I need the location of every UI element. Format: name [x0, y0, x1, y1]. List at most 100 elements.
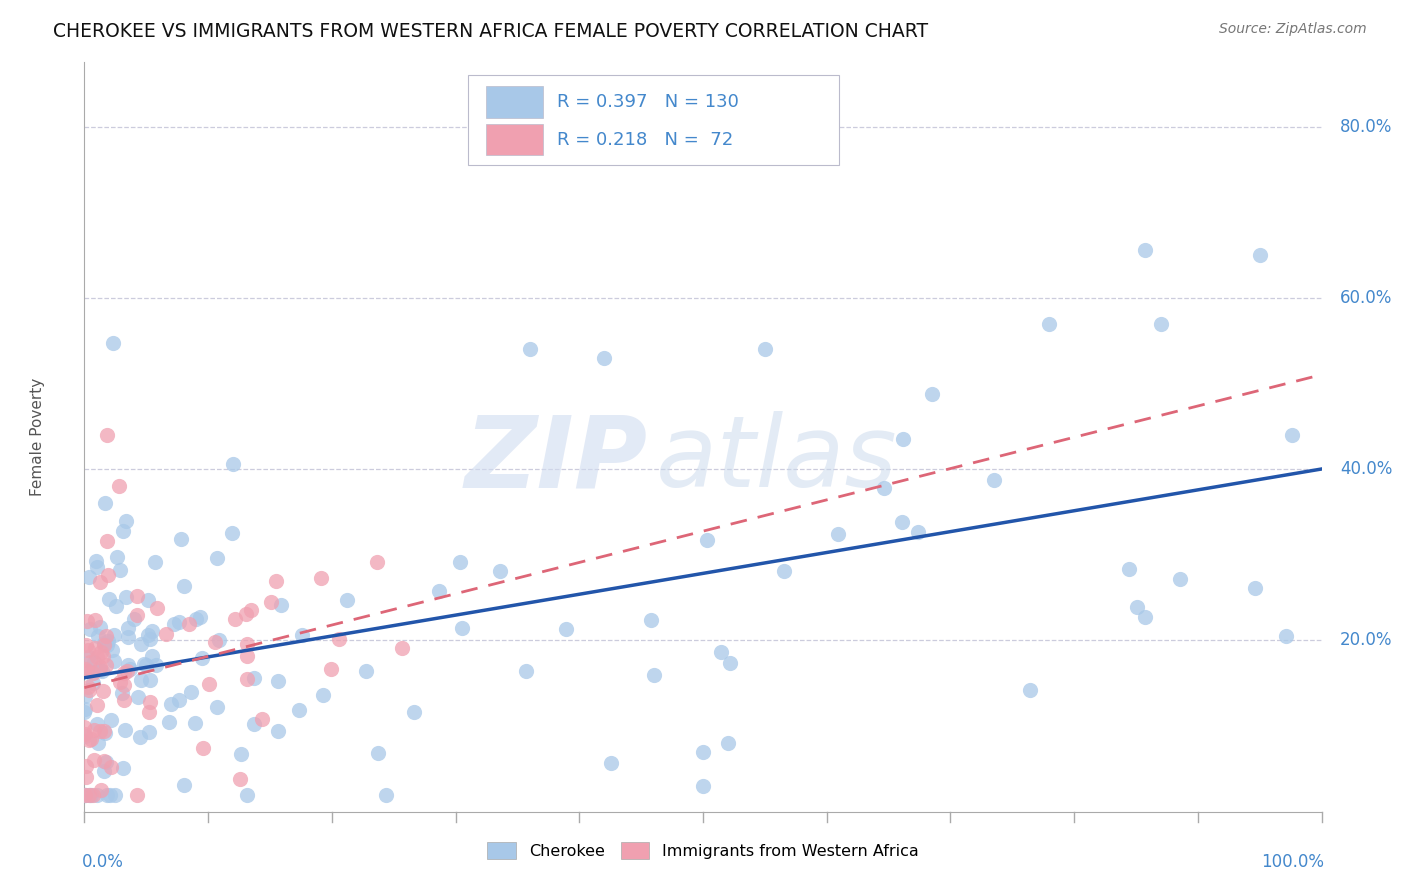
Point	[718, 656, 741, 670]
Point	[1243, 581, 1265, 595]
Point	[236, 788, 259, 802]
Point	[173, 579, 195, 593]
Point	[108, 563, 131, 577]
Point	[717, 736, 740, 750]
Point	[76, 664, 98, 678]
Point	[157, 714, 180, 729]
Point	[86, 560, 108, 574]
Point	[86, 650, 108, 665]
Point	[402, 705, 425, 719]
Point	[173, 778, 195, 792]
Point	[489, 565, 512, 579]
Point	[270, 598, 292, 612]
Point	[167, 693, 190, 707]
Point	[1126, 599, 1149, 614]
Point	[75, 788, 97, 802]
Point	[167, 615, 190, 630]
Point	[184, 612, 207, 626]
Point	[93, 638, 115, 652]
Point	[112, 665, 135, 680]
Point	[260, 595, 283, 609]
Point	[118, 662, 141, 676]
Point	[312, 689, 335, 703]
Point	[391, 641, 413, 656]
Point	[139, 695, 162, 709]
Point	[1038, 317, 1060, 331]
Point	[287, 703, 309, 717]
Point	[252, 712, 274, 726]
Point	[224, 612, 246, 626]
Point	[93, 496, 115, 510]
Point	[100, 642, 122, 657]
Point	[76, 650, 98, 665]
Point	[115, 590, 138, 604]
Point	[73, 702, 96, 716]
Point	[243, 716, 266, 731]
Point	[141, 649, 163, 664]
Point	[129, 730, 152, 744]
Point	[86, 737, 108, 751]
Point	[1019, 683, 1042, 698]
Point	[236, 673, 259, 687]
Point	[90, 782, 112, 797]
Point	[451, 622, 474, 636]
Point	[94, 725, 117, 739]
Point	[125, 589, 148, 603]
Point	[79, 570, 101, 584]
Point	[89, 575, 111, 590]
Point	[229, 747, 252, 761]
Point	[143, 555, 166, 569]
Point	[96, 534, 118, 549]
FancyBboxPatch shape	[486, 87, 543, 118]
Point	[204, 635, 226, 649]
Point	[515, 664, 537, 678]
Point	[188, 610, 211, 624]
Point	[89, 724, 111, 739]
Point	[328, 632, 350, 647]
Point	[177, 617, 200, 632]
Point	[93, 649, 115, 664]
Point	[138, 673, 160, 688]
Point	[98, 788, 121, 802]
Point	[180, 684, 202, 698]
Point	[138, 705, 160, 719]
Point	[163, 616, 186, 631]
Point	[96, 756, 118, 770]
Point	[125, 788, 148, 802]
Point	[103, 654, 125, 668]
Point	[319, 662, 342, 676]
Point	[891, 433, 914, 447]
Text: atlas: atlas	[657, 411, 897, 508]
Point	[77, 643, 100, 657]
Point	[79, 656, 101, 670]
Point	[236, 649, 259, 664]
Point	[593, 351, 616, 365]
Point	[76, 614, 98, 628]
Point	[772, 564, 794, 578]
Point	[96, 428, 118, 442]
Point	[266, 723, 288, 738]
Point	[692, 745, 714, 759]
Point	[519, 343, 541, 357]
Point	[135, 657, 157, 672]
Point	[91, 684, 114, 698]
Point	[155, 627, 177, 641]
Text: Source: ZipAtlas.com: Source: ZipAtlas.com	[1219, 22, 1367, 37]
Point	[104, 788, 127, 802]
Point	[427, 584, 450, 599]
Point	[1133, 610, 1156, 624]
Text: 60.0%: 60.0%	[1340, 289, 1392, 307]
Point	[243, 672, 266, 686]
Point	[1275, 629, 1298, 643]
Point	[129, 673, 152, 687]
Point	[640, 613, 662, 627]
Point	[354, 665, 377, 679]
Point	[160, 697, 183, 711]
Point	[114, 723, 136, 738]
Point	[366, 555, 388, 569]
Point	[91, 665, 114, 679]
Point	[112, 678, 135, 692]
Point	[207, 551, 229, 566]
Point	[375, 788, 398, 802]
Text: 20.0%: 20.0%	[1340, 632, 1393, 649]
